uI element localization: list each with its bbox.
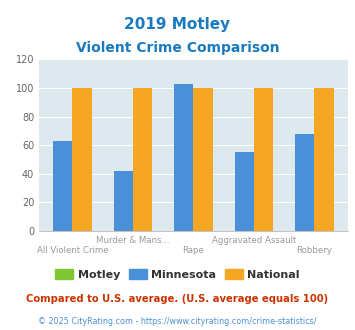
Text: © 2025 CityRating.com - https://www.cityrating.com/crime-statistics/: © 2025 CityRating.com - https://www.city… — [38, 317, 317, 326]
Text: Rape: Rape — [182, 246, 204, 255]
Bar — [235, 152, 254, 231]
Text: Compared to U.S. average. (U.S. average equals 100): Compared to U.S. average. (U.S. average … — [26, 294, 329, 304]
Legend: Motley, Minnesota, National: Motley, Minnesota, National — [51, 265, 304, 284]
Bar — [114, 171, 133, 231]
Bar — [254, 88, 273, 231]
Text: Murder & Mans...: Murder & Mans... — [96, 236, 170, 245]
Text: Aggravated Assault: Aggravated Assault — [212, 236, 296, 245]
Bar — [174, 84, 193, 231]
Bar — [315, 88, 334, 231]
Text: Robbery: Robbery — [296, 246, 332, 255]
Text: All Violent Crime: All Violent Crime — [37, 246, 108, 255]
Bar — [53, 141, 72, 231]
Text: Violent Crime Comparison: Violent Crime Comparison — [76, 41, 279, 55]
Bar — [133, 88, 152, 231]
Bar — [72, 88, 92, 231]
Bar — [193, 88, 213, 231]
Bar — [295, 134, 315, 231]
Text: 2019 Motley: 2019 Motley — [125, 16, 230, 31]
